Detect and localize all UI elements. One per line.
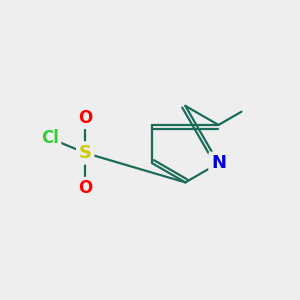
Text: S: S — [79, 144, 92, 162]
Text: O: O — [78, 109, 92, 127]
Text: O: O — [78, 179, 92, 197]
Text: N: N — [211, 154, 226, 172]
Text: Cl: Cl — [41, 129, 59, 147]
